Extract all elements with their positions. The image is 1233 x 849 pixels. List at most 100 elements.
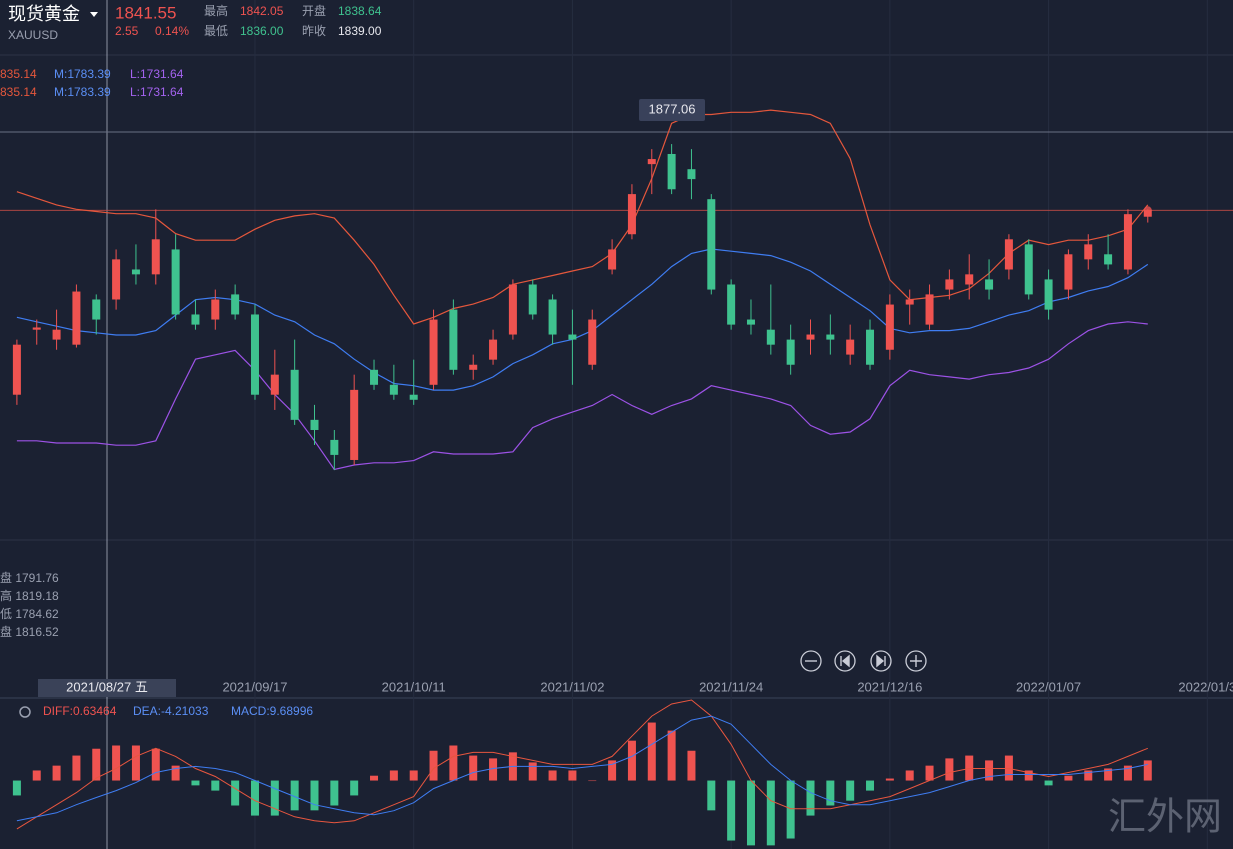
symbol: XAUUSD: [8, 28, 58, 42]
candle-body: [687, 169, 696, 180]
candle-body: [766, 329, 775, 345]
last-price-dot: [1143, 206, 1152, 215]
macd-bar: [489, 758, 498, 781]
macd-bar: [707, 780, 716, 811]
candle-body: [12, 344, 21, 395]
macd-bar: [1064, 775, 1073, 781]
macd-bar: [667, 730, 676, 781]
zoom-in-button[interactable]: [905, 650, 927, 672]
candle-body: [945, 279, 954, 290]
candle-body: [250, 314, 259, 395]
macd-bar: [231, 780, 240, 806]
stat-label: 昨收: [302, 24, 326, 38]
candle-body: [707, 199, 716, 290]
candle-body: [608, 249, 617, 270]
prev-button[interactable]: [834, 650, 856, 672]
macd-bar: [290, 780, 299, 811]
ohlc-info: 低 1784.62: [0, 607, 59, 621]
macd-bar: [627, 740, 636, 781]
macd-bar: [1104, 768, 1113, 781]
macd-bar: [32, 770, 41, 781]
candle-body: [1004, 239, 1013, 270]
stat-label: 开盘: [302, 3, 326, 18]
macd-bar: [727, 780, 736, 841]
macd-bar: [1024, 770, 1033, 781]
max-price-box: [639, 99, 705, 122]
candle-body: [568, 334, 577, 340]
candle-body: [290, 369, 299, 420]
macd-bar: [350, 780, 359, 796]
candle-body: [965, 274, 974, 285]
x-tick-label: 2021/09/17: [222, 679, 287, 694]
stat-label: 最高: [204, 3, 228, 18]
macd-bar: [885, 778, 894, 781]
candle-body: [151, 239, 160, 275]
instrument-name: 现货黄金: [8, 4, 80, 24]
macd-bar: [945, 758, 954, 781]
candle-body: [627, 194, 636, 235]
macd-bar: [528, 762, 537, 781]
candle-body: [925, 294, 934, 325]
macd-bar: [746, 780, 755, 846]
macd-bar: [1123, 765, 1132, 781]
candle-body: [231, 294, 240, 315]
candle-body: [191, 314, 200, 325]
candle-body: [1064, 254, 1073, 290]
candle-body: [92, 299, 101, 320]
candle-body: [131, 269, 140, 275]
max-price-label: 1877.06: [649, 101, 696, 116]
macd-value-legend: MACD:9.68996: [231, 704, 313, 718]
macd-bar: [389, 770, 398, 781]
settings-icon[interactable]: [19, 706, 31, 718]
stat-label: 最低: [204, 24, 228, 38]
x-tick-label: 2022/01/07: [1016, 679, 1081, 694]
candle-body: [469, 364, 478, 370]
macd-bar: [786, 780, 795, 839]
boll-line: [16, 109, 1149, 325]
next-button[interactable]: [870, 650, 892, 672]
candle-body: [1123, 214, 1132, 270]
macd-bar: [806, 780, 815, 816]
macd-bar: [548, 770, 557, 781]
boll-lower: L:1731.64: [130, 67, 184, 81]
macd-bar: [568, 770, 577, 781]
candle-body: [905, 299, 914, 305]
dropdown-caret[interactable]: [90, 12, 98, 17]
last-price: 1841.55: [115, 3, 176, 22]
macd-bar: [1084, 770, 1093, 781]
macd-bar: [866, 780, 875, 791]
macd-bar: [171, 765, 180, 781]
candle-body: [270, 374, 279, 395]
macd-bar: [905, 770, 914, 781]
candle-body: [508, 284, 517, 335]
candle-body: [330, 439, 339, 455]
macd-bar: [846, 780, 855, 801]
macd-bar: [151, 748, 160, 781]
zoom-out-button[interactable]: [800, 650, 822, 672]
candle-body: [409, 394, 418, 400]
candle-body: [389, 384, 398, 395]
candle-body: [548, 299, 557, 335]
macd-bar: [925, 765, 934, 781]
change-percent: 0.14%: [155, 24, 189, 38]
candle-body: [429, 319, 438, 385]
candle-body: [171, 249, 180, 315]
macd-bar: [647, 722, 656, 781]
candle-body: [72, 291, 81, 345]
candle-body: [112, 259, 121, 300]
ohlc-info: 盘 1791.76: [0, 570, 59, 585]
macd-bar: [211, 780, 220, 791]
candle-body: [1044, 279, 1053, 310]
x-tick-label: 2021/11/24: [699, 679, 763, 694]
marks-layer: [12, 109, 1152, 846]
macd-bar: [12, 780, 21, 796]
candle-body: [786, 339, 795, 365]
macd-dea-legend: DEA:-4.21033: [133, 704, 209, 718]
candle-body: [866, 329, 875, 365]
candle-body: [52, 329, 61, 340]
candle-body: [1024, 244, 1033, 295]
macd-line: [16, 699, 1148, 830]
macd-bar: [1044, 780, 1053, 786]
